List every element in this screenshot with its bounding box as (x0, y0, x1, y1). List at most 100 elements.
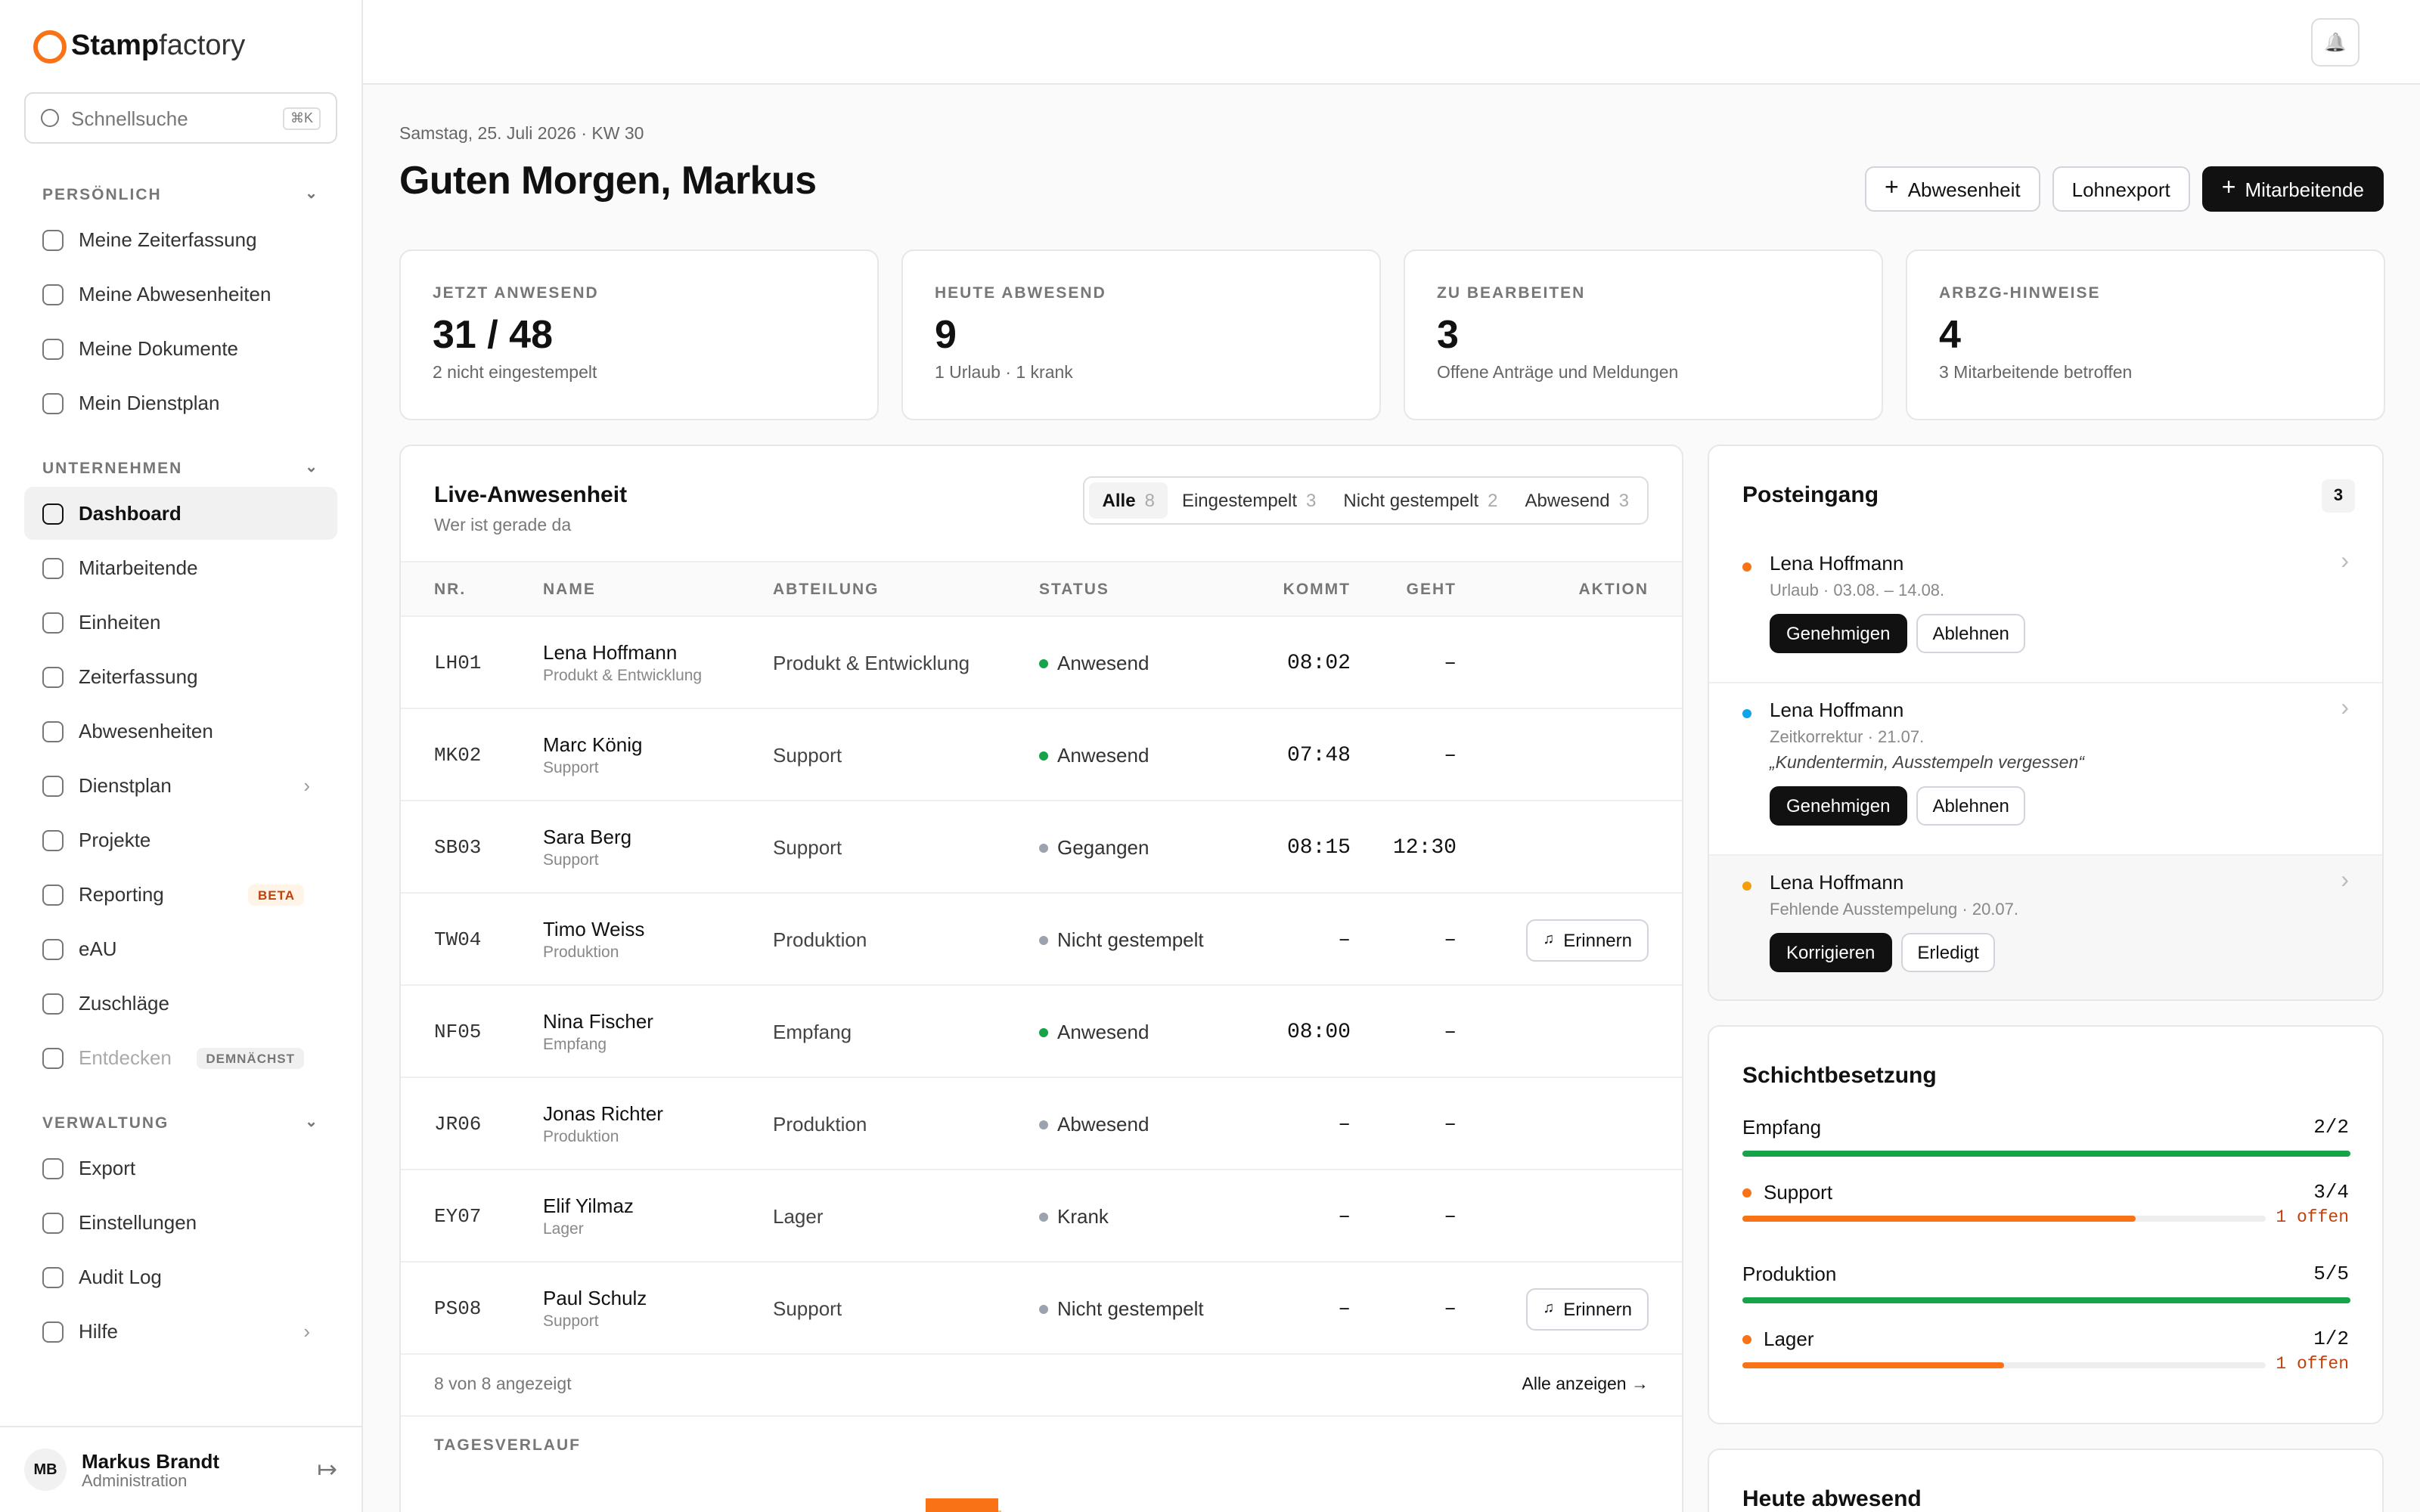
icon (42, 284, 64, 305)
nav-item[interactable]: Dienstplan › (24, 759, 337, 812)
shift-title: Schichtbesetzung (1742, 1063, 1937, 1089)
nav-section-title: PERSÖNLICH (42, 186, 162, 204)
department: Produkt & Entwicklung (773, 652, 970, 674)
filter[interactable]: Nicht gestempelt 2 (1329, 482, 1511, 519)
nav-item[interactable]: Audit Log (24, 1250, 337, 1303)
remind-button[interactable]: ♫ Erinnern (1526, 919, 1649, 961)
status-label: Nicht gestempelt (1057, 1297, 1204, 1320)
nav-label: Export (79, 1157, 136, 1179)
nav-item[interactable]: Dashboard (24, 487, 337, 540)
clock-in: 08:15 (1286, 835, 1351, 860)
employee-id: NF05 (434, 1021, 482, 1043)
item-button[interactable]: Genehmigen (1770, 786, 1907, 826)
icon (42, 775, 64, 796)
status-label: Gegangen (1057, 836, 1150, 859)
kpi-label: ZU BEARBEITEN (1437, 284, 1586, 302)
nav-item[interactable]: Einheiten (24, 596, 337, 649)
nav-label: Mein Dienstplan (79, 392, 220, 414)
name-cell: Elif Yilmaz Lager (543, 1194, 773, 1238)
shift-row: Support 3/4 1 offen (1742, 1181, 2349, 1241)
date: Samstag, 25. Juli 2026 · KW 30 (399, 125, 644, 144)
nav-item[interactable]: Einstellungen (24, 1196, 337, 1249)
clock-in: – (1338, 1297, 1351, 1321)
item-button[interactable]: Genehmigen (1770, 614, 1907, 653)
nav-label: Meine Abwesenheiten (79, 283, 271, 305)
status-label: Anwesend (1057, 744, 1150, 767)
nav-item[interactable]: eAU (24, 922, 337, 975)
nav-item[interactable]: Mitarbeitende (24, 541, 337, 594)
inbox-item[interactable]: › Lena Hoffmann Fehlende Ausstempelung · 2… (1709, 854, 2382, 999)
icon (42, 1266, 64, 1287)
nav-item[interactable]: Projekte (24, 813, 337, 866)
nav-item[interactable]: Mein Dienstplan (24, 376, 337, 429)
employee-name: Elif Yilmaz (543, 1194, 634, 1217)
nav-item[interactable]: Export (24, 1142, 337, 1194)
column-header: NAME (543, 581, 596, 599)
badge: DEMNÄCHST (197, 1047, 304, 1068)
show-all[interactable]: Alle anzeigen → (1522, 1376, 1649, 1394)
icon (42, 557, 64, 578)
filter[interactable]: Alle 8 (1088, 482, 1168, 519)
nav-item[interactable]: Reporting BETA (24, 868, 337, 921)
nav-label: Hilfe (79, 1320, 119, 1343)
chevron: › (303, 1320, 310, 1343)
column-header: KOMMT (1283, 581, 1351, 599)
status-label: Nicht gestempelt (1057, 928, 1204, 951)
header-actions: + Abwesenheit Lohnexport + Mitarbeitende (1865, 166, 2384, 212)
item-button[interactable]: Ablehnen (1916, 614, 2026, 653)
shift-card: Schichtbesetzung Empfang 2/2 Support 3/4 1 of… (1708, 1025, 2384, 1424)
brand-b: factory (159, 30, 246, 62)
icon (42, 503, 64, 524)
item-button[interactable]: Ablehnen (1916, 786, 2026, 826)
clock-out: 12:30 (1392, 835, 1457, 860)
department: Support (773, 836, 842, 859)
kpi-card: ZU BEARBEITEN 3 Offene Anträge und Meldung… (1404, 249, 1883, 420)
employee-unit: Produktion (543, 1128, 619, 1146)
kpi-value: 4 (1939, 311, 1961, 357)
nav-item[interactable]: Zuschläge (24, 977, 337, 1030)
shift-row: Lager 1/2 1 offen (1742, 1328, 2349, 1388)
shift-bar (1742, 1362, 2004, 1368)
item-button[interactable]: Erledigt (1900, 933, 1996, 972)
remind-button[interactable]: ♫ Erinnern (1526, 1287, 1649, 1330)
header-button[interactable]: Lohnexport (2052, 166, 2190, 212)
inbox-item[interactable]: › Lena Hoffmann Zeitkorrektur · 21.07. „Kun… (1709, 682, 2382, 854)
item-button[interactable]: Korrigieren (1770, 933, 1892, 972)
inbox-item[interactable]: › Lena Hoffmann Urlaub · 03.08. – 14.08. Ge… (1709, 537, 2382, 682)
employee-name: Lena Hoffmann (543, 641, 678, 664)
table-row: TW04 Timo Weiss Produktion Produktion Nicht … (401, 892, 1682, 986)
nav-item[interactable]: Abwesenheiten (24, 705, 337, 758)
nav-item[interactable]: Meine Dokumente (24, 322, 337, 375)
nav-item[interactable]: Meine Zeiterfassung (24, 213, 337, 266)
nav-item[interactable]: Hilfe › (24, 1305, 337, 1358)
header-button[interactable]: + Mitarbeitende (2201, 166, 2384, 212)
shift-bar (1742, 1151, 2350, 1157)
filters: Alle 8 Eingestempelt 3 Nicht gestempelt 2 Abwe… (1082, 476, 1649, 525)
column-header: AKTION (1578, 581, 1649, 599)
kpi-card: HEUTE ABWESEND 9 1 Urlaub · 1 krank (901, 249, 1381, 420)
name-cell: Jonas Richter Produktion (543, 1102, 773, 1146)
nav-item[interactable]: Zeiterfassung (24, 650, 337, 703)
status-dot (1039, 751, 1048, 760)
filter[interactable]: Eingestempelt 3 (1168, 482, 1329, 519)
nav-item[interactable]: Meine Abwesenheiten (24, 268, 337, 321)
nav-item[interactable]: Entdecken DEMNÄCHST (24, 1031, 337, 1084)
filter-count: 2 (1488, 490, 1498, 511)
shift-name: Produktion (1742, 1263, 1836, 1285)
search[interactable]: Schnellsuche ⌘K (24, 92, 337, 144)
kpi-value: 9 (935, 311, 957, 357)
nav-section: VERWALTUNG ⌄ (42, 1114, 319, 1132)
logout[interactable]: ↦ (317, 1458, 337, 1483)
nav-label: Zeiterfassung (79, 665, 198, 688)
button-label: Abwesenheit (1907, 178, 2021, 200)
name-cell: Timo Weiss Produktion (543, 918, 773, 962)
chevron: › (2341, 696, 2349, 721)
header-button[interactable]: + Abwesenheit (1865, 166, 2040, 212)
chevron: › (2341, 868, 2349, 894)
nav-label: Dienstplan (79, 774, 172, 797)
notifications[interactable]: 🔔 (2311, 18, 2360, 67)
column-header: ABTEILUNG (773, 581, 880, 599)
status: Anwesend (1039, 744, 1242, 767)
filter[interactable]: Abwesend 3 (1512, 482, 1643, 519)
chart-bar-partial (926, 1498, 998, 1512)
